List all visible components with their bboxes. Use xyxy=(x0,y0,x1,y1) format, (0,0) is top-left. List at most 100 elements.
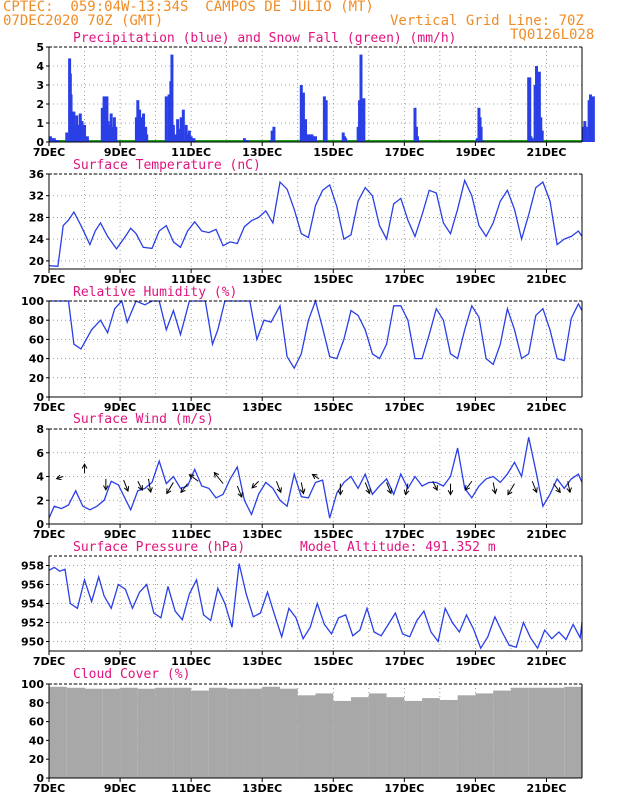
panel-temp: Surface Temperature (nC) 20 24 28 32 36 7DEC 9… xyxy=(29,158,583,286)
cloud-ytick-label: 20 xyxy=(29,753,45,766)
pres-ytick-label: 954 xyxy=(21,598,44,611)
precip-bar xyxy=(145,134,149,142)
precip-bar xyxy=(584,126,588,142)
pres-title: Surface Pressure (hPa) xyxy=(73,540,245,555)
cloud-bar xyxy=(510,687,529,778)
temp-ytick-label: 36 xyxy=(29,168,45,181)
wind-arrow-head xyxy=(464,485,471,491)
precip-bar xyxy=(322,96,326,142)
wind-arrow xyxy=(567,481,571,493)
precip-bar xyxy=(76,124,80,142)
wind-ytick-label: 6 xyxy=(36,447,44,460)
wind-arrow xyxy=(507,483,515,495)
cloud-bar xyxy=(137,688,156,778)
rh-ytick-label: 80 xyxy=(29,314,45,327)
precip-bar xyxy=(142,113,146,142)
wind-arrow xyxy=(148,478,152,493)
temp-ytick-label: 32 xyxy=(29,190,44,203)
wind-arrow-head xyxy=(311,473,318,480)
wind-arrow-head xyxy=(337,489,344,496)
cloud-bar xyxy=(84,688,103,778)
cloud-xtick-label: 9DEC xyxy=(104,782,136,795)
precip-bar xyxy=(310,134,314,142)
panel-wind: Surface Wind (m/s) 0 2 4 6 8 7DEC 9DEC 11DEC 13D… xyxy=(33,412,583,541)
wind-arrow-head xyxy=(566,487,572,494)
cloud-bar xyxy=(49,686,67,778)
wind-arrow xyxy=(56,476,64,480)
pres-ytick-label: 952 xyxy=(21,617,44,630)
cloud-ytick-label: 0 xyxy=(36,772,44,785)
wind-xtick-label: 11DEC xyxy=(171,528,211,541)
pres-altitude: Model Altitude: 491.352 m xyxy=(300,540,496,555)
wind-arrow xyxy=(531,481,538,493)
wind-arrow xyxy=(275,481,282,493)
precip-bar xyxy=(186,134,190,142)
wind-arrow-head xyxy=(103,485,109,491)
cloud-bar xyxy=(564,686,582,778)
rh-xtick-label: 15DEC xyxy=(313,401,353,414)
wind-arrow-head xyxy=(276,487,282,494)
cloud-ytick-label: 60 xyxy=(29,716,45,729)
precip-xtick-label: 17DEC xyxy=(384,146,424,159)
wind-arrow xyxy=(236,485,243,498)
wind-arrow xyxy=(123,479,129,492)
precip-bar xyxy=(272,126,276,142)
cloud-bar xyxy=(546,687,565,778)
cloud-xtick-label: 15DEC xyxy=(313,782,353,795)
precip-bar xyxy=(528,77,532,142)
wind-xtick-label: 7DEC xyxy=(33,528,65,541)
wind-xtick-label: 17DEC xyxy=(384,528,424,541)
header-date: 07DEC2020 70Z (GMT) xyxy=(3,13,164,29)
precip-bar xyxy=(85,136,89,142)
wind-arrow xyxy=(300,482,304,494)
rh-ytick-label: 0 xyxy=(36,391,44,404)
temp-xtick-label: 7DEC xyxy=(33,273,65,286)
rh-xtick-label: 13DEC xyxy=(242,401,282,414)
precip-bar xyxy=(192,138,196,142)
rh-ytick-label: 60 xyxy=(29,333,45,346)
temp-xtick-label: 15DEC xyxy=(313,273,353,286)
pres-series-line xyxy=(48,563,583,650)
header-vgrid: Vertical Grid Line: 70Z xyxy=(390,13,584,29)
precip-bar xyxy=(344,138,348,142)
precip-bar xyxy=(78,113,82,142)
precip-bar xyxy=(184,124,188,142)
precip-xtick-label: 13DEC xyxy=(242,146,282,159)
pres-xtick-label: 13DEC xyxy=(242,655,282,668)
precip-bar xyxy=(65,132,69,142)
precip-bar xyxy=(52,138,56,142)
cloud-bar xyxy=(226,688,245,778)
precip-bar xyxy=(414,126,418,142)
wind-xtick-label: 13DEC xyxy=(242,528,282,541)
precip-ytick-label: 3 xyxy=(36,79,44,92)
cloud-bar xyxy=(351,697,369,778)
cloud-bar xyxy=(422,698,440,778)
wind-arrow-head xyxy=(365,488,371,495)
wind-arrow xyxy=(312,474,320,480)
precip-ytick-label: 0 xyxy=(36,136,44,149)
wind-arrow-head xyxy=(251,482,257,489)
wind-arrow xyxy=(364,482,371,494)
wind-arrow-head xyxy=(555,487,561,494)
rh-title: Relative Humidity (%) xyxy=(73,285,237,300)
temp-title: Surface Temperature (nC) xyxy=(73,158,261,173)
panel-rh: Relative Humidity (%) 0 20 40 60 80 100 7DEC 9D… xyxy=(21,285,583,414)
precip-bar xyxy=(308,134,312,142)
precip-xtick-label: 19DEC xyxy=(455,146,495,159)
pres-xtick-label: 15DEC xyxy=(313,655,353,668)
cloud-title: Cloud Cover (%) xyxy=(73,667,190,682)
precip-bar xyxy=(540,130,544,142)
precip-bar xyxy=(324,100,328,142)
precip-bar xyxy=(176,119,180,142)
precip-bar xyxy=(177,128,181,142)
cloud-bar xyxy=(439,699,458,778)
wind-arrow-head xyxy=(532,487,538,494)
pres-xtick-label: 7DEC xyxy=(33,655,65,668)
precip-bar xyxy=(187,130,191,142)
cloud-bar xyxy=(155,687,174,778)
wind-arrow xyxy=(464,480,473,491)
precip-bar xyxy=(539,117,543,142)
temp-xtick-label: 17DEC xyxy=(384,273,424,286)
temp-ytick-label: 24 xyxy=(29,233,45,246)
